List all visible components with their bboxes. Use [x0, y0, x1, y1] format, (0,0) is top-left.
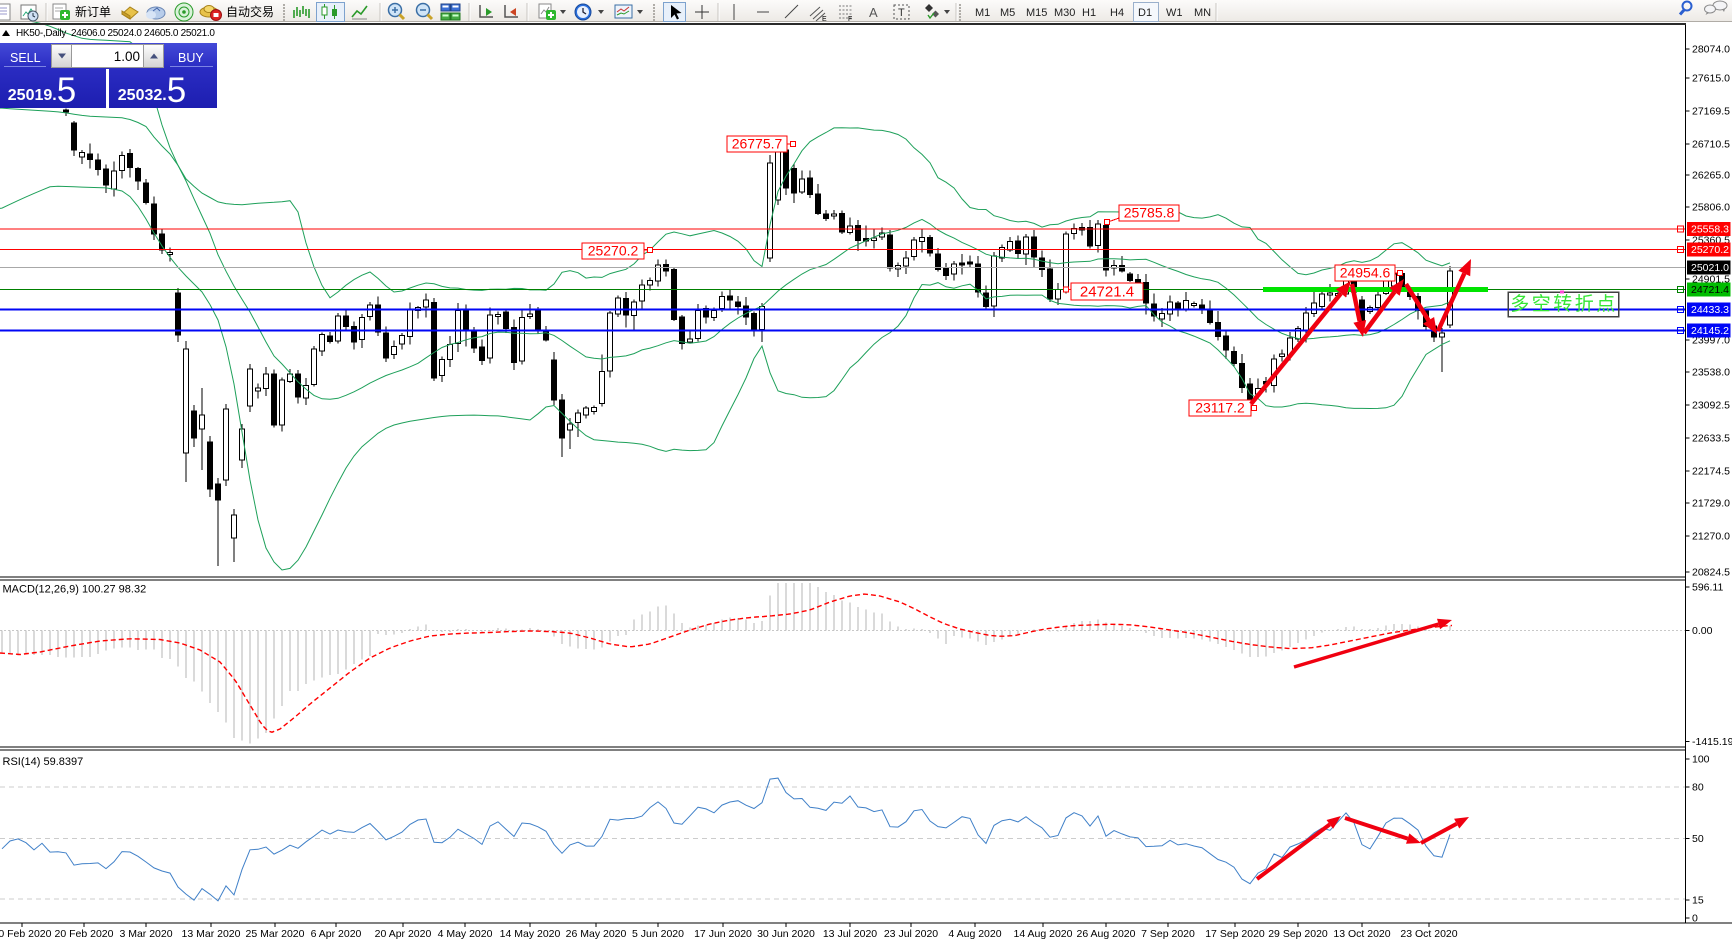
svg-text:80: 80 [1692, 782, 1704, 794]
svg-text:21729.0: 21729.0 [1692, 498, 1730, 510]
svg-text:20 Apr 2020: 20 Apr 2020 [375, 928, 432, 940]
svg-text:T: T [898, 7, 905, 19]
svg-text:M1: M1 [975, 7, 990, 19]
svg-text:25270.2: 25270.2 [1691, 244, 1729, 256]
svg-text:22633.5: 22633.5 [1692, 433, 1730, 445]
svg-text:MN: MN [1194, 7, 1211, 19]
svg-text:26 May 2020: 26 May 2020 [566, 928, 627, 940]
svg-text:30 Jun 2020: 30 Jun 2020 [757, 928, 815, 940]
svg-text:26775.7: 26775.7 [732, 136, 783, 152]
svg-text:多空转折点: 多空转折点 [1510, 293, 1618, 315]
svg-text:23538.0: 23538.0 [1692, 367, 1730, 379]
svg-text:H4: H4 [1110, 7, 1124, 19]
svg-text:25 Mar 2020: 25 Mar 2020 [246, 928, 305, 940]
svg-text:-1415.19: -1415.19 [1692, 736, 1732, 748]
svg-text:13 Oct 2020: 13 Oct 2020 [1333, 928, 1390, 940]
svg-text:M15: M15 [1026, 7, 1047, 19]
svg-text:F: F [848, 16, 852, 23]
svg-text:M30: M30 [1054, 7, 1075, 19]
svg-text:10 Feb 2020: 10 Feb 2020 [0, 928, 52, 940]
svg-text:100: 100 [1692, 754, 1710, 766]
svg-text:6 Apr 2020: 6 Apr 2020 [311, 928, 362, 940]
svg-text:M5: M5 [1000, 7, 1015, 19]
svg-text:自动交易: 自动交易 [226, 4, 274, 19]
svg-text:26710.5: 26710.5 [1692, 139, 1730, 151]
svg-text:7 Sep 2020: 7 Sep 2020 [1141, 928, 1195, 940]
svg-text:15: 15 [1692, 895, 1704, 907]
svg-text:13 Jul 2020: 13 Jul 2020 [823, 928, 877, 940]
svg-text:26 Aug 2020: 26 Aug 2020 [1077, 928, 1136, 940]
svg-text:28074.0: 28074.0 [1692, 44, 1730, 56]
svg-text:17 Sep 2020: 17 Sep 2020 [1205, 928, 1265, 940]
svg-text:50: 50 [1692, 833, 1704, 845]
svg-text:4 May 2020: 4 May 2020 [438, 928, 493, 940]
svg-text:13 Mar 2020: 13 Mar 2020 [182, 928, 241, 940]
svg-text:W1: W1 [1166, 7, 1183, 19]
svg-text:24721.4: 24721.4 [1691, 284, 1729, 296]
svg-text:27615.0: 27615.0 [1692, 73, 1730, 85]
svg-text:D1: D1 [1138, 7, 1152, 19]
svg-text:596.11: 596.11 [1692, 582, 1723, 594]
svg-text:21270.0: 21270.0 [1692, 531, 1730, 543]
svg-text:22174.5: 22174.5 [1692, 466, 1730, 478]
svg-text:23117.2: 23117.2 [1195, 400, 1245, 416]
svg-text:14 May 2020: 14 May 2020 [500, 928, 561, 940]
svg-text:26265.0: 26265.0 [1692, 170, 1730, 182]
svg-text:20824.5: 20824.5 [1692, 567, 1730, 579]
svg-text:25785.8: 25785.8 [1124, 205, 1175, 221]
svg-text:23092.5: 23092.5 [1692, 400, 1730, 412]
svg-text:3 Mar 2020: 3 Mar 2020 [119, 928, 172, 940]
svg-text:25558.3: 25558.3 [1691, 224, 1729, 236]
svg-text:5 Jun 2020: 5 Jun 2020 [632, 928, 684, 940]
svg-text:24721.4: 24721.4 [1080, 284, 1134, 301]
svg-text:25021.0: 25021.0 [1691, 262, 1729, 274]
svg-text:23997.0: 23997.0 [1692, 335, 1730, 347]
svg-text:A: A [869, 5, 878, 20]
svg-text:E: E [822, 16, 827, 23]
svg-text:MACD(12,26,9) 100.27 98.32: MACD(12,26,9) 100.27 98.32 [3, 584, 147, 596]
svg-text:27169.5: 27169.5 [1692, 106, 1730, 118]
svg-text:4 Aug 2020: 4 Aug 2020 [948, 928, 1001, 940]
svg-text:24433.3: 24433.3 [1691, 304, 1729, 316]
svg-text:RSI(14) 59.8397: RSI(14) 59.8397 [3, 756, 84, 768]
svg-text:23 Jul 2020: 23 Jul 2020 [884, 928, 938, 940]
svg-text:0: 0 [1692, 913, 1698, 925]
svg-text:24954.6: 24954.6 [1340, 265, 1391, 281]
svg-text:新订单: 新订单 [75, 4, 111, 19]
svg-text:23 Oct 2020: 23 Oct 2020 [1400, 928, 1457, 940]
svg-text:25806.0: 25806.0 [1692, 202, 1730, 214]
svg-text:24145.2: 24145.2 [1691, 325, 1729, 337]
svg-text:H1: H1 [1082, 7, 1096, 19]
svg-text:29 Sep 2020: 29 Sep 2020 [1268, 928, 1328, 940]
svg-text:14 Aug 2020: 14 Aug 2020 [1014, 928, 1073, 940]
svg-text:0.00: 0.00 [1692, 625, 1713, 637]
svg-text:17 Jun 2020: 17 Jun 2020 [694, 928, 752, 940]
svg-text:20 Feb 2020: 20 Feb 2020 [55, 928, 114, 940]
svg-text:25270.2: 25270.2 [588, 243, 639, 259]
